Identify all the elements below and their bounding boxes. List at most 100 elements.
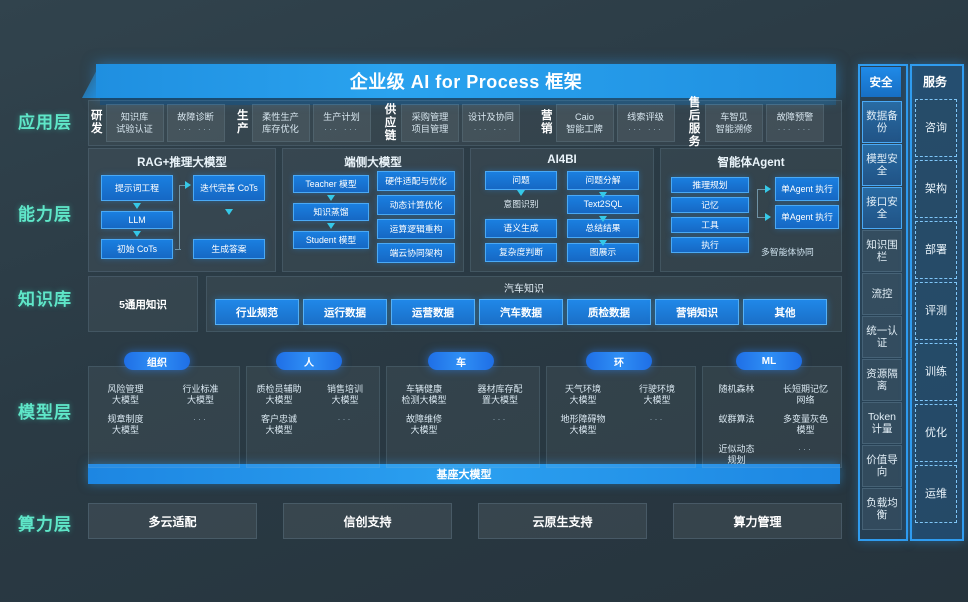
service-item[interactable]: 咨询 [915,99,957,157]
layer-label-model: 模型层 [18,403,72,422]
application-group[interactable]: 研发 知识库 试验认证 故障诊断 ··· ··· [89,103,225,143]
knowledge-auto-panel: 汽车知识 行业规范 运行数据 运营数据 汽车数据 质检数据 营销知识 其他 [206,276,842,332]
model-group-box[interactable] [88,366,240,468]
capability-box[interactable]: RAG+推理大模型提示词工程 LLM 初始 CoTs 迭代完善 CoTs 生成答案 [88,148,276,272]
model-group-box[interactable] [702,366,842,468]
application-cell-line2: ··· ··· [628,124,663,134]
capability-box[interactable]: 智能体Agent 推理规划 记忆 工具 执行 单Agent 执行 单Agent 执行 多智能体… [660,148,842,272]
compute-item[interactable]: 云原生支持 [478,503,647,539]
capability-node[interactable]: 执行 [671,237,749,253]
capability-node[interactable]: 提示词工程 [101,175,173,201]
model-group-tag: 组织 [124,352,190,370]
application-cell[interactable]: Caio 智能工牌 [555,104,614,142]
knowledge-item[interactable]: 汽车数据 [479,299,563,325]
model-item: ··· [798,444,813,454]
application-cell[interactable]: 故障预警 ··· ··· [766,104,824,142]
security-item[interactable]: 资源隔离 [862,359,902,401]
capability-node[interactable]: 运算逻辑重构 [377,219,455,239]
capability-node[interactable]: Teacher 模型 [293,175,369,193]
capability-node[interactable]: 生成答案 [193,239,265,259]
security-item[interactable]: Token计量 [862,402,902,444]
capability-node[interactable]: Student 模型 [293,231,369,249]
application-cell-line2: 项目管理 [411,124,449,134]
model-group-box[interactable] [546,366,696,468]
application-cell[interactable]: 知识库 试验认证 [105,104,164,142]
capability-box[interactable]: AI4BI 问题 意图识别 语义生成 复杂度判断 问题分解 Text2SQL 总结结果 图展示 [470,148,654,272]
compute-item[interactable]: 算力管理 [673,503,842,539]
application-group[interactable]: 售后服务 车智见 智能溯修 故障预警 ··· ··· [685,97,829,148]
capability-node[interactable]: 推理规划 [671,177,749,193]
service-item[interactable]: 评测 [915,282,957,340]
capability-node[interactable]: LLM [101,211,173,229]
application-cell[interactable]: 柔性生产 库存优化 [251,104,310,142]
capability-box[interactable]: 端侧大模型 Teacher 模型 知识蒸馏 Student 模型 硬件适配与优化 动态计算… [282,148,464,272]
capability-node[interactable]: 问题 [485,171,557,190]
model-group-box[interactable] [246,366,380,468]
model-item: 销售培训 大模型 [326,384,363,405]
application-cell[interactable]: 故障诊断 ··· ··· [166,104,225,142]
application-cell-line2: ··· ··· [473,124,509,134]
model-item: 质检员辅助 大模型 [256,384,302,405]
application-cell[interactable]: 设计及协同 ··· ··· [462,104,520,142]
capability-box-note: 多智能体协同 [761,247,814,257]
capability-node[interactable]: 单Agent 执行 [775,177,839,201]
service-item[interactable]: 运维 [915,465,957,523]
capability-node[interactable]: 工具 [671,217,749,233]
service-item[interactable]: 训练 [915,343,957,401]
security-item[interactable]: 流控 [862,273,902,315]
security-item[interactable]: 接口安全 [862,187,902,229]
security-item[interactable]: 知识围栏 [862,230,902,272]
application-group[interactable]: 营销 Caio 智能工牌 线索评级 ··· ··· [539,103,675,143]
security-item[interactable]: 价值导向 [862,445,902,487]
knowledge-item[interactable]: 运营数据 [391,299,475,325]
connector-line [757,217,769,218]
compute-item[interactable]: 信创支持 [283,503,452,539]
security-item[interactable]: 统一认证 [862,316,902,358]
security-item[interactable]: 模型安全 [862,144,902,186]
model-group-tag: ML [736,352,802,370]
flow-arrow-down-icon [327,195,335,201]
capability-node[interactable]: 记忆 [671,197,749,213]
model-item: 近似动态 规划 [718,444,755,465]
security-column-header: 安全 [861,67,901,97]
application-group[interactable]: 供应链 采购管理 项目管理 设计及协同 ··· ··· [381,103,525,143]
capability-node[interactable]: 语义生成 [485,219,557,238]
security-item[interactable]: 数据备份 [862,101,902,143]
application-cell[interactable]: 生产计划 ··· ··· [312,104,371,142]
capability-node[interactable]: 知识蒸馏 [293,203,369,221]
capability-node[interactable]: 问题分解 [567,171,639,190]
capability-node[interactable]: 动态计算优化 [377,195,455,215]
capability-node[interactable]: 初始 CoTs [101,239,173,259]
application-cell[interactable]: 线索评级 ··· ··· [616,104,675,142]
compute-item[interactable]: 多云适配 [88,503,257,539]
knowledge-item[interactable]: 质检数据 [567,299,651,325]
service-item[interactable]: 架构 [915,160,957,218]
capability-node[interactable]: 意图识别 [503,199,539,210]
model-item: 蚁群算法 [718,414,755,424]
application-cell-line1: 知识库 [120,112,149,122]
knowledge-item[interactable]: 其他 [743,299,827,325]
application-cell-line1: 车智见 [720,112,748,122]
knowledge-item[interactable]: 行业规范 [215,299,299,325]
knowledge-section-title: 汽车知识 [504,284,544,295]
model-group-box[interactable] [386,366,540,468]
security-item[interactable]: 负载均衡 [862,488,902,530]
knowledge-item[interactable]: 营销知识 [655,299,739,325]
application-group-label: 研发 [91,110,103,135]
capability-node[interactable]: 端云协同架构 [377,243,455,263]
service-item[interactable]: 部署 [915,221,957,279]
knowledge-item[interactable]: 运行数据 [303,299,387,325]
application-cell[interactable]: 采购管理 项目管理 [401,104,459,142]
capability-node[interactable]: 单Agent 执行 [775,205,839,229]
application-group-label: 生产 [237,110,249,135]
flow-arrow-down-icon [225,209,233,215]
application-cell[interactable]: 车智见 智能溯修 [705,104,763,142]
capability-node[interactable]: 硬件适配与优化 [377,171,455,191]
capability-box-title: RAG+推理大模型 [137,157,227,169]
application-group-label: 售后服务 [688,97,701,148]
application-group[interactable]: 生产 柔性生产 库存优化 生产计划 ··· ··· [235,103,371,143]
capability-node[interactable]: 复杂度判断 [485,243,557,262]
capability-node[interactable]: 迭代完善 CoTs [193,175,265,201]
service-item[interactable]: 优化 [915,404,957,462]
application-layer-row: 研发 知识库 试验认证 故障诊断 ··· ··· 生产 柔性生产 库存优化 生产计划 ··· ··… [88,97,842,148]
